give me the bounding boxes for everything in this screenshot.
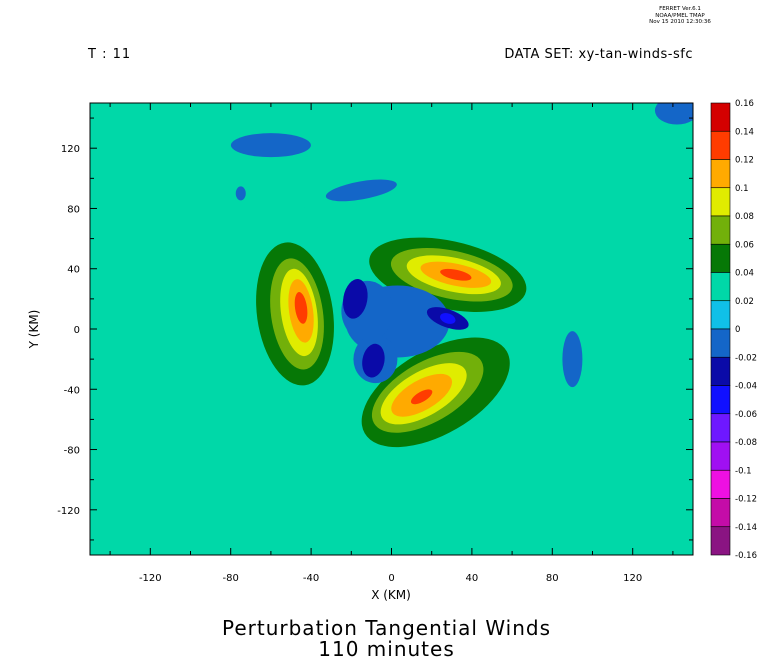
axes: -120 -80 -40 0 40 80 120 -120 -80 -40 0 40 80 120 (57, 103, 693, 584)
colorbar-swatch (710, 498, 731, 528)
colorbar-label: 0.16 (735, 99, 754, 109)
x-tick-label: -120 (139, 573, 162, 584)
software-version: FERRET Ver.6.1 (659, 6, 701, 12)
colorbar-label: 0.14 (735, 127, 754, 137)
y-tick-label: -80 (64, 446, 80, 457)
colorbar-swatch (710, 469, 731, 499)
colorbar-swatch (710, 356, 731, 386)
colorbar-label: 0 (735, 325, 740, 335)
x-tick-label: 80 (546, 573, 559, 584)
lobe-south-max (410, 389, 433, 405)
negative-patch (325, 179, 397, 202)
y-tick-label: -120 (57, 506, 80, 517)
time-step-label: T : 11 (88, 47, 132, 62)
colorbar-label: 0.1 (735, 184, 749, 194)
colorbar-swatch (710, 526, 731, 556)
colorbar-swatch (710, 385, 731, 415)
x-axis-label: X (KM) (371, 588, 411, 602)
dataset-label: DATA SET: xy-tan-winds-sfc (504, 47, 693, 62)
y-tick-label: 80 (67, 204, 80, 215)
x-tick-label: 40 (466, 573, 479, 584)
y-tick-label: 120 (61, 144, 80, 155)
colorbar-label: 0.08 (735, 212, 754, 222)
colorbar-swatch (710, 413, 731, 443)
x-tick-label: -40 (303, 573, 319, 584)
colorbar-label: -0.1 (735, 466, 752, 476)
software-credit: FERRET Ver.6.1 NOAA/PMEL TMAP Nov 15 201… (600, 6, 760, 26)
negative-patch (235, 186, 246, 201)
colorbar-label: -0.16 (735, 551, 757, 561)
minimum-core (440, 313, 456, 324)
colorbar-label: -0.14 (735, 523, 757, 533)
colorbar-swatch (710, 328, 731, 358)
colorbar: -0.16 -0.14 -0.12 -0.1 -0.08 -0.06 -0.04 -0.02 0… (710, 99, 757, 561)
colorbar-label: -0.06 (735, 410, 757, 420)
y-tick-label: -40 (64, 385, 80, 396)
colorbar-label: 0.06 (735, 240, 754, 250)
negative-patch (654, 103, 693, 125)
colorbar-label: -0.04 (735, 382, 757, 392)
minimum-band (343, 279, 368, 319)
software-org: NOAA/PMEL TMAP (655, 12, 705, 19)
x-tick-label: 120 (623, 573, 642, 584)
plot-timestamp: Nov 15 2010 12:30:36 (649, 19, 711, 25)
chart-title: Perturbation Tangential Winds (222, 616, 551, 640)
x-tick-label: 0 (388, 573, 394, 584)
colorbar-swatch (710, 102, 731, 132)
negative-patch (230, 133, 311, 158)
negative-patch (562, 331, 583, 388)
minimum-band (362, 343, 385, 378)
colorbar-label: -0.08 (735, 438, 757, 448)
colorbar-swatch (710, 243, 731, 273)
lobe-west-max (294, 292, 308, 324)
colorbar-label: 0.02 (735, 297, 754, 307)
colorbar-swatch (710, 215, 731, 245)
colorbar-swatch (710, 272, 731, 302)
chart-subtitle: 110 minutes (318, 637, 455, 661)
x-tick-label: -80 (223, 573, 239, 584)
y-tick-label: 40 (67, 265, 80, 276)
colorbar-swatch (710, 187, 731, 217)
colorbar-label: 0.04 (735, 269, 754, 279)
y-axis-label: Y (KM) (27, 310, 41, 350)
colorbar-swatch (710, 130, 731, 160)
colorbar-swatch (710, 300, 731, 330)
y-tick-label: 0 (74, 325, 80, 336)
colorbar-swatch (710, 441, 731, 471)
colorbar-label: -0.12 (735, 495, 757, 505)
wind-field (211, 103, 693, 450)
colorbar-label: 0.12 (735, 156, 754, 166)
lobe-north-max (440, 268, 472, 281)
colorbar-label: -0.02 (735, 353, 757, 363)
colorbar-swatch (710, 159, 731, 189)
